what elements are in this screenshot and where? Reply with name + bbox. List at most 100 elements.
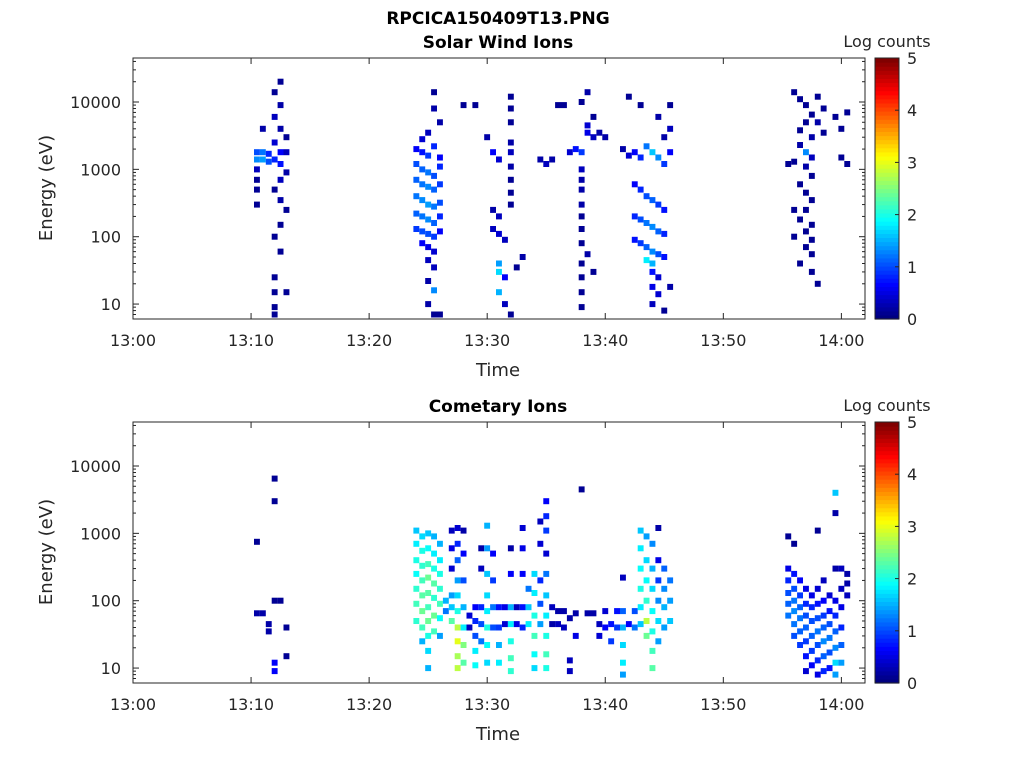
heatmap-cell bbox=[661, 604, 668, 611]
heatmap-cell bbox=[454, 592, 461, 599]
heatmap-cell bbox=[631, 181, 638, 188]
colorbar-segment bbox=[875, 662, 899, 668]
heatmap-cell bbox=[578, 289, 585, 296]
colorbar-segment bbox=[875, 479, 899, 484]
heatmap-cell bbox=[838, 565, 845, 572]
heatmap-cell bbox=[419, 624, 426, 631]
heatmap-cell bbox=[502, 604, 508, 611]
heatmap-cell bbox=[643, 632, 650, 639]
colorbar-segment bbox=[875, 184, 899, 190]
heatmap-cell bbox=[454, 624, 461, 631]
colorbar-segment bbox=[875, 438, 899, 443]
heatmap-cell bbox=[643, 193, 650, 200]
colorbar-cometary: 0 1 2 3 4 5 bbox=[874, 413, 917, 693]
heatmap-cell bbox=[803, 600, 809, 607]
heatmap-cell bbox=[655, 597, 662, 604]
colorbar-segment bbox=[875, 446, 899, 452]
heatmap-cell bbox=[466, 612, 473, 619]
heatmap-cell bbox=[561, 102, 567, 109]
colorbar-segment bbox=[875, 196, 899, 202]
heatmap-cell bbox=[431, 248, 437, 255]
heatmap-cell bbox=[519, 525, 526, 531]
colorbar-segment bbox=[875, 650, 899, 656]
heatmap-cell bbox=[803, 163, 809, 170]
heatmap-cell bbox=[785, 161, 792, 167]
heatmap-cell bbox=[566, 149, 573, 156]
heatmap-cell bbox=[803, 585, 809, 592]
colorbar-segment bbox=[875, 528, 899, 533]
heatmap-cell bbox=[608, 638, 615, 645]
x-tick-label: 14:00 bbox=[818, 331, 864, 350]
colorbar-segment bbox=[875, 294, 899, 300]
heatmap-cell bbox=[578, 486, 585, 493]
heatmap-cell bbox=[437, 119, 443, 126]
heatmap-cell bbox=[425, 604, 432, 611]
heatmap-cell bbox=[596, 621, 603, 628]
heatmap-cell bbox=[496, 156, 502, 163]
heatmap-cell bbox=[808, 647, 815, 654]
heatmap-cell bbox=[655, 557, 662, 564]
heatmap-cell bbox=[832, 113, 839, 120]
heatmap-cell bbox=[425, 257, 432, 264]
colorbar-tick-label: 5 bbox=[907, 49, 917, 68]
heatmap-cell bbox=[785, 533, 792, 540]
heatmap-cell bbox=[507, 163, 514, 170]
heatmap-cell bbox=[596, 632, 603, 639]
heatmap-cell bbox=[419, 181, 426, 188]
heatmap-cell bbox=[496, 260, 502, 267]
heatmap-cell bbox=[531, 612, 538, 619]
heatmap-cell bbox=[785, 577, 792, 584]
heatmap-cell bbox=[448, 527, 455, 534]
x-tick-label: 13:40 bbox=[582, 331, 628, 350]
colorbar-segment bbox=[875, 483, 899, 488]
heatmap-cell bbox=[655, 618, 662, 624]
heatmap-cell bbox=[808, 134, 815, 141]
heatmap-cell bbox=[643, 577, 650, 584]
colorbar-segment bbox=[875, 82, 899, 88]
x-tick-label: 13:30 bbox=[464, 331, 510, 350]
colorbar-segment bbox=[875, 257, 899, 263]
heatmap-cell bbox=[437, 213, 443, 220]
heatmap-cell bbox=[566, 615, 573, 622]
colorbar-segment bbox=[875, 123, 899, 128]
heatmap-cell bbox=[507, 638, 514, 645]
heatmap-cell bbox=[797, 142, 803, 148]
heatmap-cell bbox=[537, 577, 544, 584]
heatmap-cell bbox=[832, 671, 839, 678]
heatmap-cell bbox=[808, 221, 815, 228]
heatmap-cell bbox=[838, 624, 845, 631]
heatmap-cell bbox=[537, 156, 544, 163]
heatmap-cell bbox=[507, 604, 514, 611]
heatmap-cell bbox=[637, 565, 644, 572]
heatmap-cell bbox=[614, 624, 620, 631]
heatmap-cell bbox=[543, 550, 550, 557]
heatmap-cell bbox=[596, 129, 603, 136]
heatmap-cell bbox=[625, 152, 632, 159]
heatmap-cell bbox=[460, 624, 467, 631]
colorbar-segment bbox=[875, 98, 899, 104]
heatmap-cell bbox=[431, 533, 437, 540]
colorbar-segment bbox=[875, 217, 899, 222]
colorbar-segment bbox=[875, 625, 899, 631]
heatmap-cell bbox=[271, 233, 278, 240]
panel-solar-wind: Solar Wind Ions 13:00 13:10 13:20 13:30 13:4… bbox=[36, 32, 931, 381]
colorbar-segment bbox=[875, 94, 899, 100]
heatmap-cell bbox=[496, 213, 502, 220]
heatmap-cell bbox=[808, 632, 815, 639]
heatmap-cell bbox=[785, 565, 792, 572]
colorbar-tick-label: 0 bbox=[907, 674, 917, 693]
colorbar-segment bbox=[875, 155, 899, 161]
heatmap-cell bbox=[602, 608, 609, 615]
heatmap-cell bbox=[797, 642, 803, 648]
x-tick-label: 13:20 bbox=[346, 331, 392, 350]
heatmap-cell bbox=[277, 197, 284, 204]
heatmap-cell bbox=[271, 289, 278, 296]
heatmap-cell bbox=[667, 577, 674, 584]
heatmap-cell bbox=[808, 154, 815, 161]
heatmap-cell bbox=[254, 201, 260, 208]
colorbar-segment bbox=[875, 298, 899, 304]
x-axis-label-solar-wind: Time bbox=[475, 360, 520, 381]
heatmap-cell bbox=[797, 577, 803, 584]
colorbar-tick-label: 4 bbox=[907, 101, 917, 120]
colorbar-segment bbox=[875, 568, 899, 574]
